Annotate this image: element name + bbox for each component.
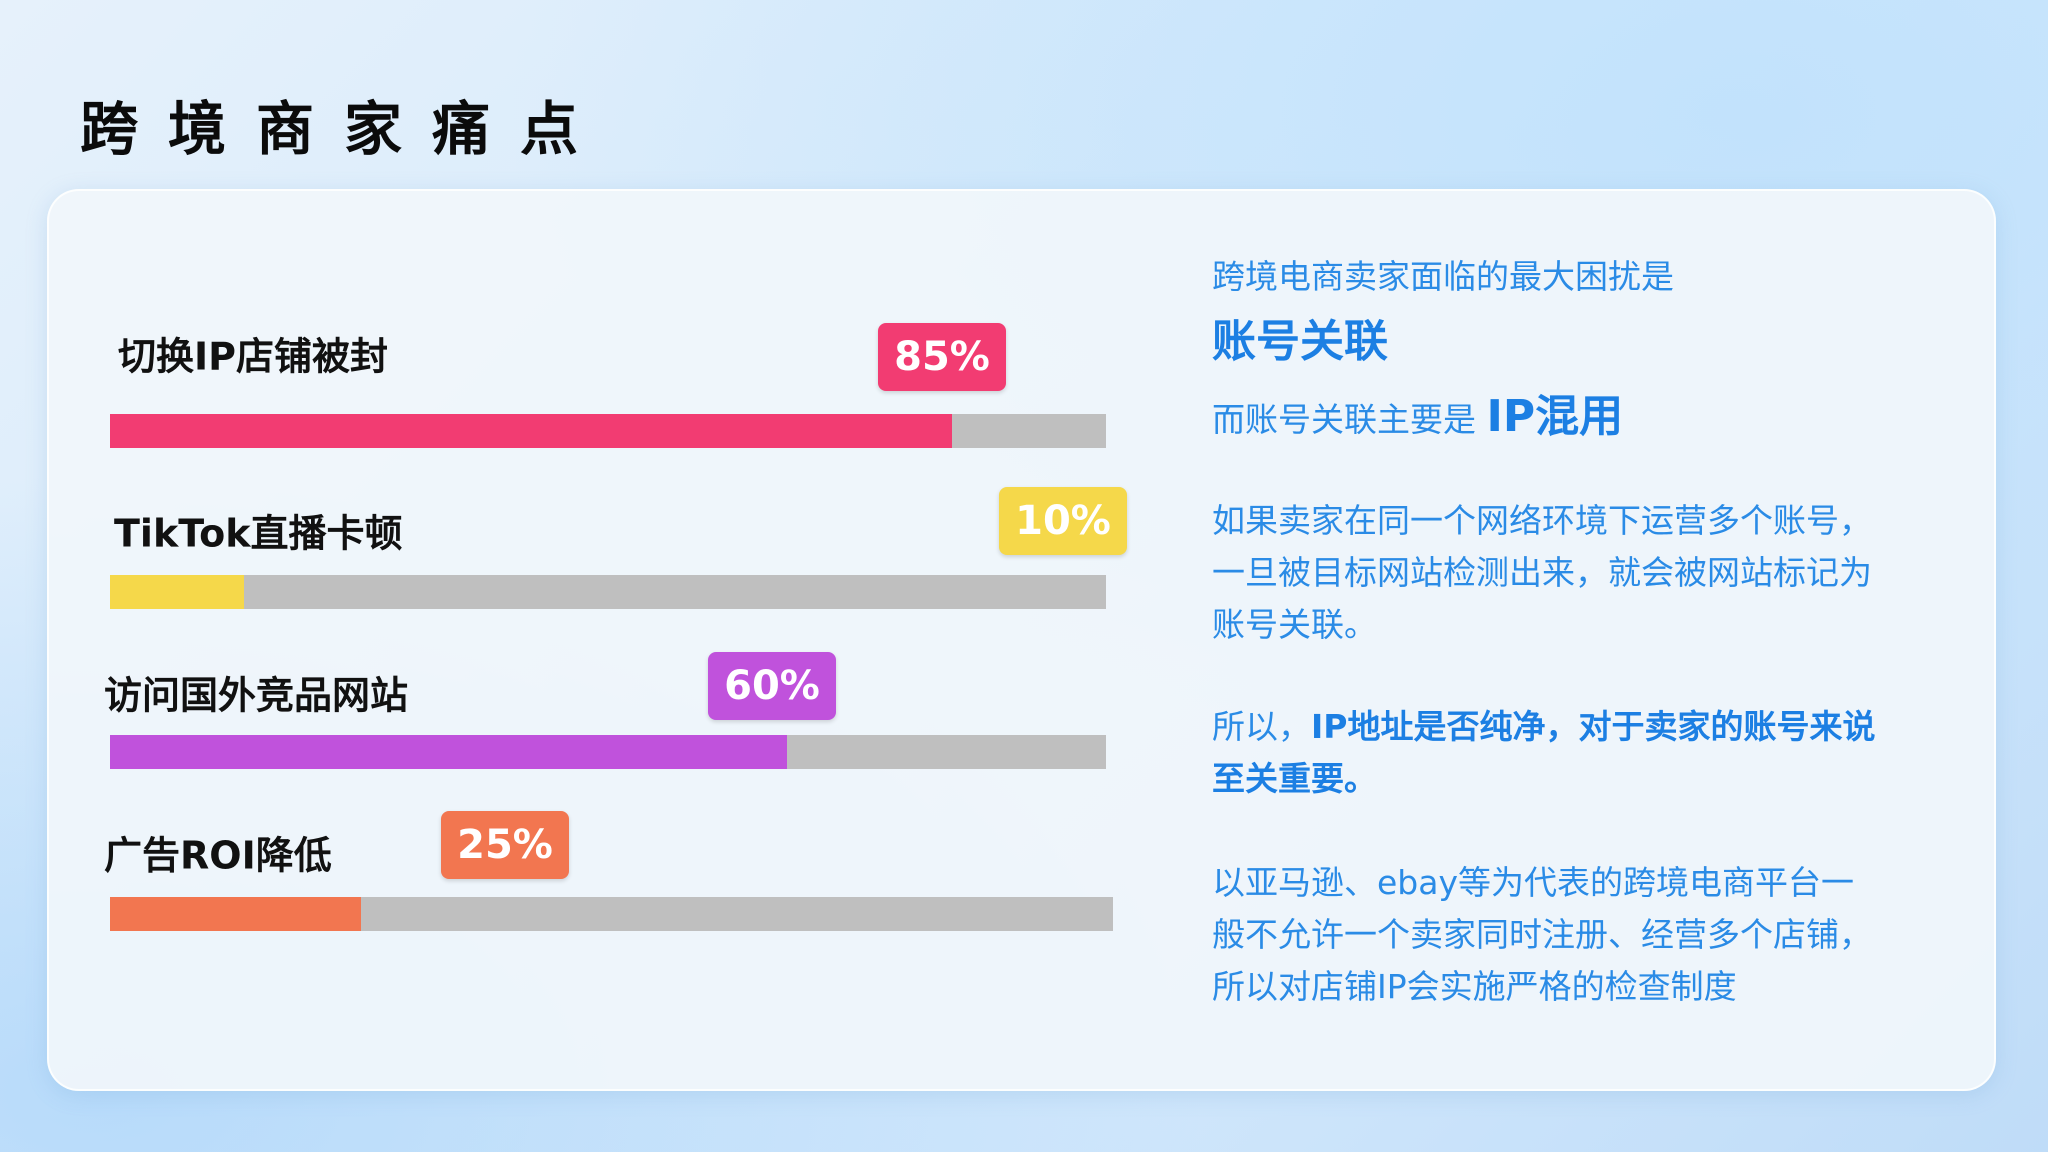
- pain-point-label: 切换IP店铺被封: [118, 334, 388, 379]
- percent-badge: 25%: [441, 811, 569, 879]
- page-title: 跨境商家痛点: [80, 95, 609, 163]
- progress-fill: [110, 414, 952, 448]
- progress-fill: [110, 575, 245, 609]
- paragraph-1: 如果卖家在同一个网络环境下运营多个账号， 一旦被目标网站检测出来，就会被网站标记…: [1212, 495, 1872, 651]
- highlight-ip-mix: IP混用: [1486, 391, 1624, 442]
- paragraph-line: 如果卖家在同一个网络环境下运营多个账号，: [1212, 501, 1872, 540]
- paragraph-line: 一旦被目标网站检测出来，就会被网站标记为: [1212, 553, 1872, 592]
- progress-track: [110, 735, 1106, 769]
- pain-point-label: 访问国外竞品网站: [104, 673, 409, 718]
- paragraph-bold: 至关重要。: [1212, 759, 1377, 798]
- paragraph-line: 般不允许一个卖家同时注册、经营多个店铺，: [1212, 915, 1872, 954]
- progress-track: [110, 575, 1106, 609]
- progress-track: [110, 897, 1113, 931]
- pain-point-label: 广告ROI降低: [104, 833, 332, 878]
- percent-badge: 85%: [878, 323, 1006, 391]
- paragraph-line: 账号关联。: [1212, 605, 1377, 644]
- progress-fill: [110, 735, 788, 769]
- paragraph-line: 所以对店铺IP会实施严格的检查制度: [1212, 967, 1737, 1006]
- paragraph-3: 以亚马逊、ebay等为代表的跨境电商平台一 般不允许一个卖家同时注册、经营多个店…: [1212, 857, 1872, 1013]
- progress-fill: [110, 897, 361, 931]
- highlight-account-link: 账号关联: [1212, 316, 1388, 367]
- paragraph-bold: IP地址是否纯净，对于卖家的账号来说: [1311, 707, 1876, 746]
- ip-line-prefix: 而账号关联主要是: [1212, 400, 1487, 439]
- progress-track: [110, 414, 1106, 448]
- content-card: [47, 189, 1996, 1091]
- pain-point-label: TikTok直播卡顿: [114, 511, 403, 556]
- ip-line: 而账号关联主要是 IP混用: [1212, 391, 1623, 446]
- paragraph-prefix: 所以，: [1212, 707, 1311, 746]
- percent-badge: 10%: [999, 487, 1127, 555]
- paragraph-2: 所以，IP地址是否纯净，对于卖家的账号来说 至关重要。: [1212, 701, 1875, 805]
- intro-line: 跨境电商卖家面临的最大困扰是: [1212, 257, 1674, 296]
- paragraph-line: 以亚马逊、ebay等为代表的跨境电商平台一: [1212, 863, 1855, 902]
- percent-badge: 60%: [708, 652, 836, 720]
